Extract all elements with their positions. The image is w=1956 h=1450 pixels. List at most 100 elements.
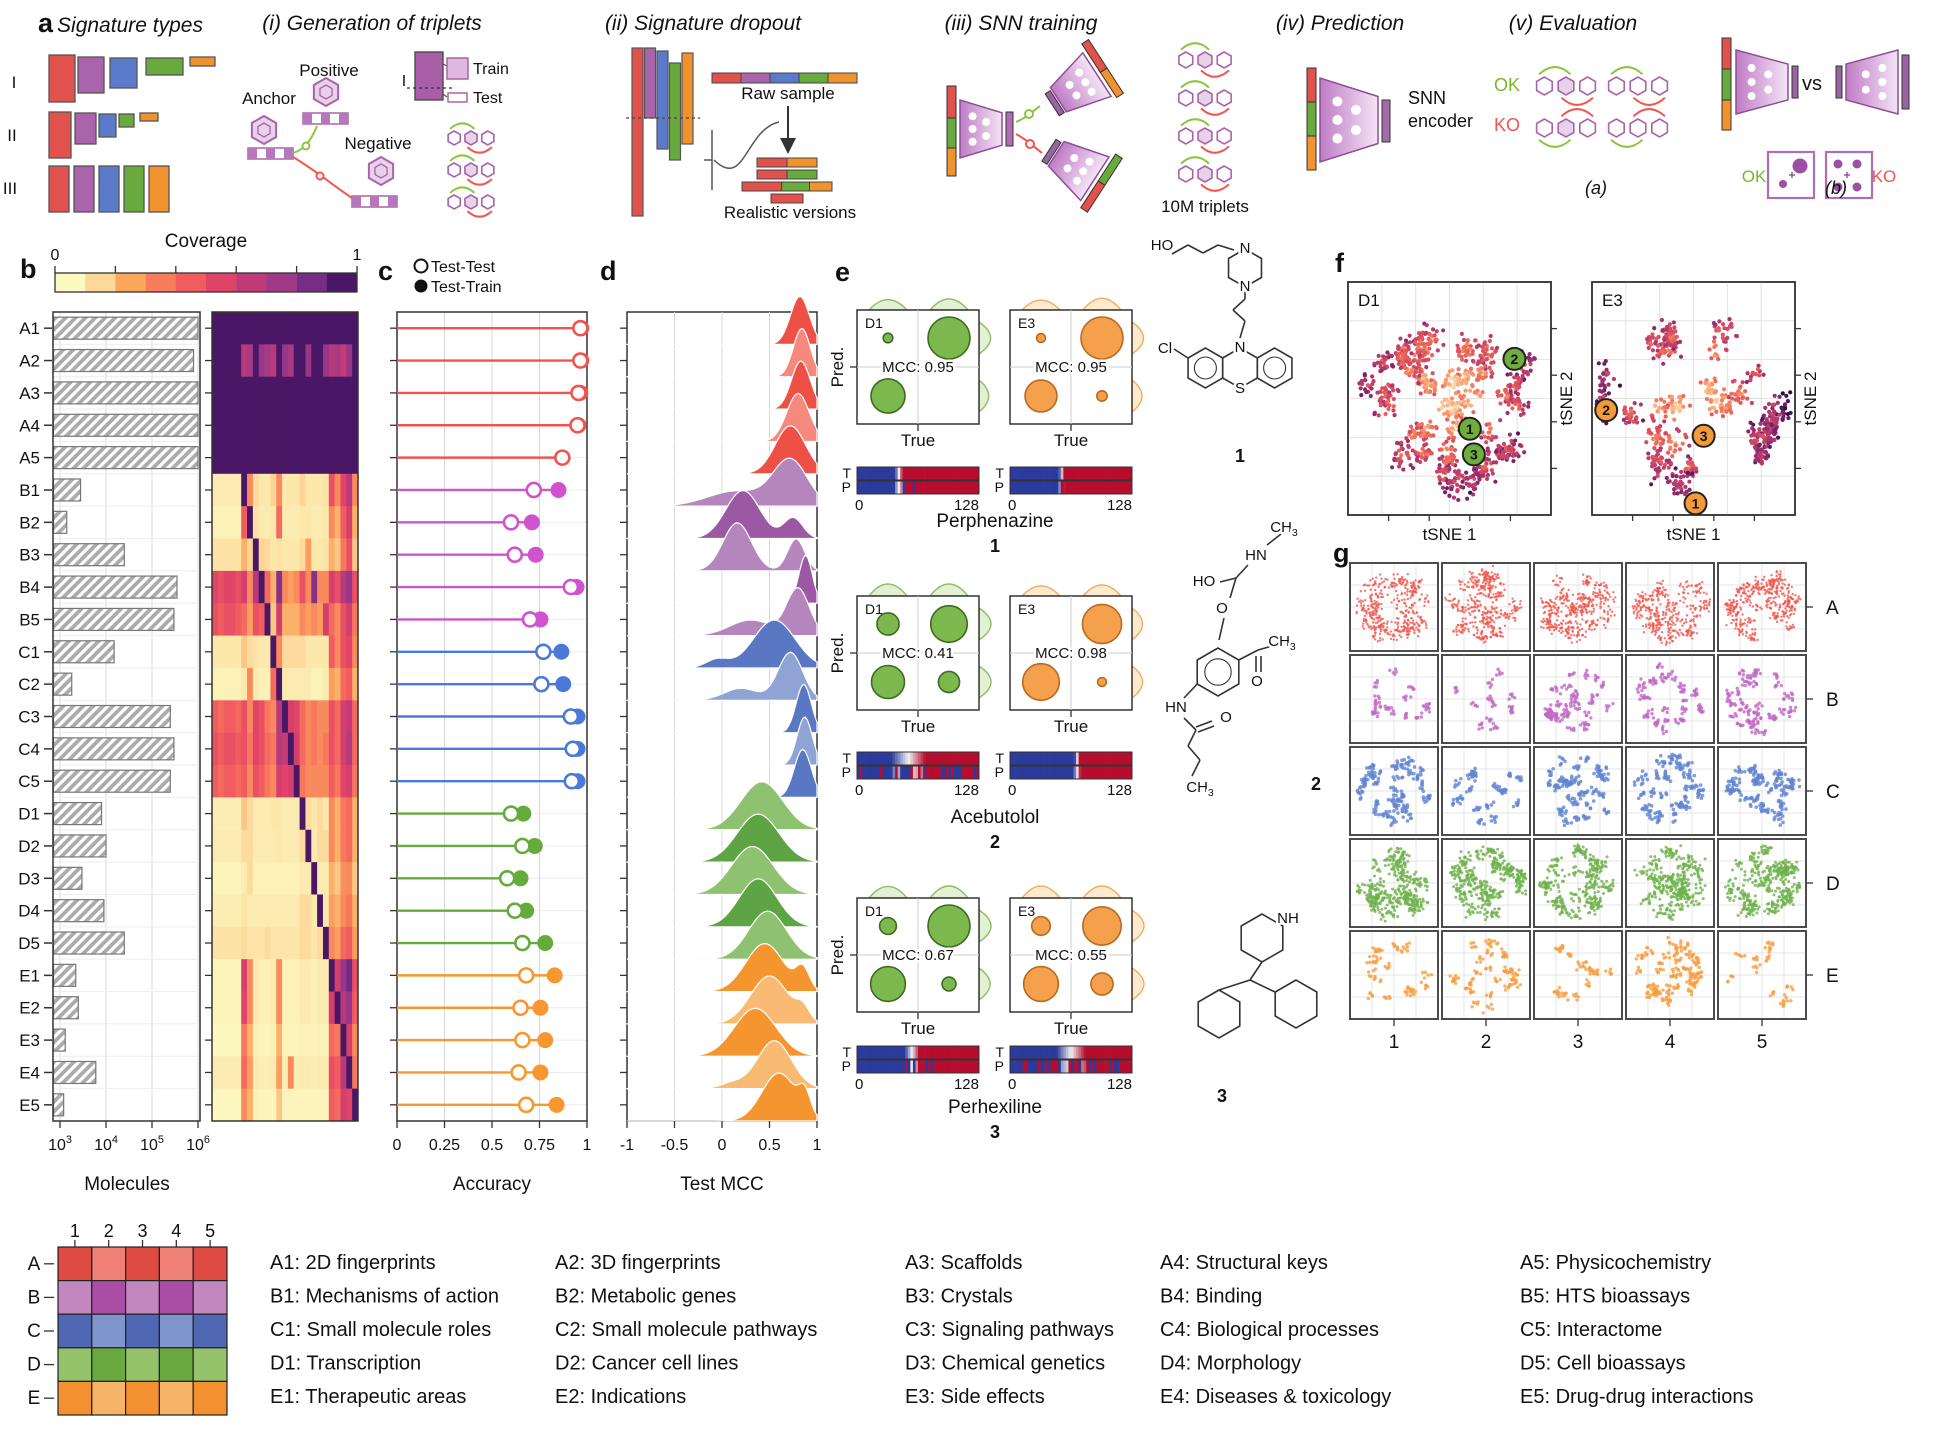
atom-label: Cl: [1158, 340, 1172, 357]
text-label: T: [995, 750, 1004, 766]
tsne2-axis-label: tSNE 2: [1557, 372, 1576, 426]
row-label: B3: [19, 546, 40, 565]
text-label: KO: [1872, 167, 1897, 186]
text-label: Train: [473, 61, 509, 78]
text-label: (b): [1825, 178, 1847, 198]
mini-grid-col: 1: [70, 1221, 80, 1241]
grid-cell-D4: [1625, 838, 1715, 928]
legend-item: A1: 2D fingerprints: [270, 1252, 436, 1274]
row-label: E4: [19, 1063, 40, 1082]
legend-item: C3: Signaling pathways: [905, 1319, 1114, 1341]
space-label: D1: [865, 601, 883, 617]
text-label: 0: [855, 497, 863, 514]
row-label: A5: [19, 449, 40, 468]
text-label: vs: [1802, 73, 1822, 95]
legend-item: B3: Crystals: [905, 1286, 1013, 1308]
grid-col-label: 2: [1481, 1032, 1492, 1053]
legend-item: B5: HTS bioassays: [1520, 1286, 1690, 1308]
grid-cell-E3: [1533, 930, 1623, 1020]
accuracy-axis-label: Accuracy: [453, 1174, 532, 1195]
text-label: SNN: [1408, 88, 1446, 108]
dropout-title: (ii) Signature dropout: [605, 12, 802, 35]
atom-label: HN: [1245, 547, 1267, 564]
tsne1-axis-label: tSNE 1: [1423, 525, 1477, 544]
panel-b-coverage: b Coverage 0 1 103 104 105 106 Molecules A1 A2 A3 A4…: [18, 231, 627, 1195]
pred-title: (iv) Prediction: [1276, 12, 1404, 35]
text-label: 0: [393, 1137, 402, 1154]
text-label: P: [995, 1058, 1004, 1074]
grid-row-label: A: [1826, 598, 1839, 619]
coverage-heatmap: [211, 311, 359, 1122]
text-label: P: [995, 479, 1004, 495]
text-label: T: [995, 1044, 1004, 1060]
atom-label: CH3: [1268, 633, 1296, 653]
text-label: OK: [1742, 167, 1767, 186]
compound-name: Perhexiline: [948, 1097, 1042, 1118]
text-label: -1: [620, 1137, 634, 1154]
tsne-marker: 3: [1470, 446, 1478, 462]
grid-col-label: 4: [1665, 1032, 1676, 1053]
grid-cell-D1: [1349, 838, 1439, 928]
text-label: II: [7, 126, 16, 145]
row-label: A1: [19, 319, 40, 338]
grid-cell-C3: [1533, 746, 1623, 836]
tsne-space-label: E3: [1602, 291, 1623, 310]
panel-c-label: c: [378, 256, 393, 286]
row-label: E1: [19, 966, 40, 985]
legend-item: A4: Structural keys: [1160, 1252, 1328, 1274]
legend-item: E5: Drug-drug interactions: [1520, 1386, 1753, 1408]
text-label: T: [995, 465, 1004, 481]
space-label: E3: [1018, 601, 1035, 617]
space-label: E3: [1018, 903, 1035, 919]
panel-b-label: b: [20, 254, 37, 284]
space-label: D1: [865, 315, 883, 331]
legend-item: C4: Biological processes: [1160, 1319, 1379, 1341]
space-label: E3: [1018, 315, 1035, 331]
atom-label: HO: [1193, 573, 1216, 590]
pred-axis-label: Pred.: [828, 347, 847, 388]
legend-item: B2: Metabolic genes: [555, 1286, 736, 1308]
text-label: T: [842, 465, 851, 481]
compound-number: 1: [990, 536, 1000, 556]
row-label: B5: [19, 610, 40, 629]
row-label: C1: [18, 643, 40, 662]
legend-item: A3: Scaffolds: [905, 1252, 1022, 1274]
row-label: B2: [19, 513, 40, 532]
text-label: 106: [186, 1134, 210, 1154]
text-label: Realistic versions: [724, 203, 856, 222]
mini-grid-row: E: [28, 1388, 41, 1409]
tsne-marker: 2: [1602, 402, 1610, 418]
panel-a-label: a: [38, 8, 54, 38]
true-axis-label: True: [1054, 1019, 1088, 1038]
text-label: 1: [583, 1137, 592, 1154]
legend-item: D3: Chemical genetics: [905, 1353, 1105, 1375]
gen-title: (i) Generation of triplets: [262, 12, 482, 35]
legend-item: C1: Small molecule roles: [270, 1319, 491, 1341]
grid-cell-B2: [1441, 654, 1531, 744]
grid-cell-A4: [1625, 562, 1715, 652]
row-label: C4: [18, 740, 40, 759]
eval-title: (v) Evaluation: [1509, 12, 1637, 35]
text-label: 128: [1107, 497, 1132, 514]
panel-e-label: e: [835, 257, 850, 287]
mini-grid-col: 2: [104, 1221, 114, 1241]
grid-cell-B5: [1717, 654, 1807, 744]
tsne-plot-D1: D1 2 1 3 tSNE 1 tSNE 2: [1347, 281, 1576, 544]
grid-cell-D5: [1717, 838, 1807, 928]
text-label: KO: [1494, 115, 1520, 135]
atom-label: CH3: [1270, 519, 1298, 539]
true-axis-label: True: [1054, 717, 1088, 736]
coverage-title: Coverage: [165, 231, 247, 252]
text-label: 128: [1107, 1076, 1132, 1093]
atom-label: HN: [1165, 699, 1187, 716]
text-label: 0: [1008, 782, 1016, 799]
panel-f-label: f: [1335, 248, 1345, 278]
row-label: E2: [19, 999, 40, 1018]
mcc-value: MCC: 0.95: [1035, 359, 1107, 376]
text-label: 1: [1235, 446, 1245, 466]
text-label: I: [402, 73, 406, 90]
legend-item: E4: Diseases & toxicology: [1160, 1386, 1391, 1408]
legend-item: D5: Cell bioassays: [1520, 1353, 1686, 1375]
tsne-space-label: D1: [1358, 291, 1380, 310]
